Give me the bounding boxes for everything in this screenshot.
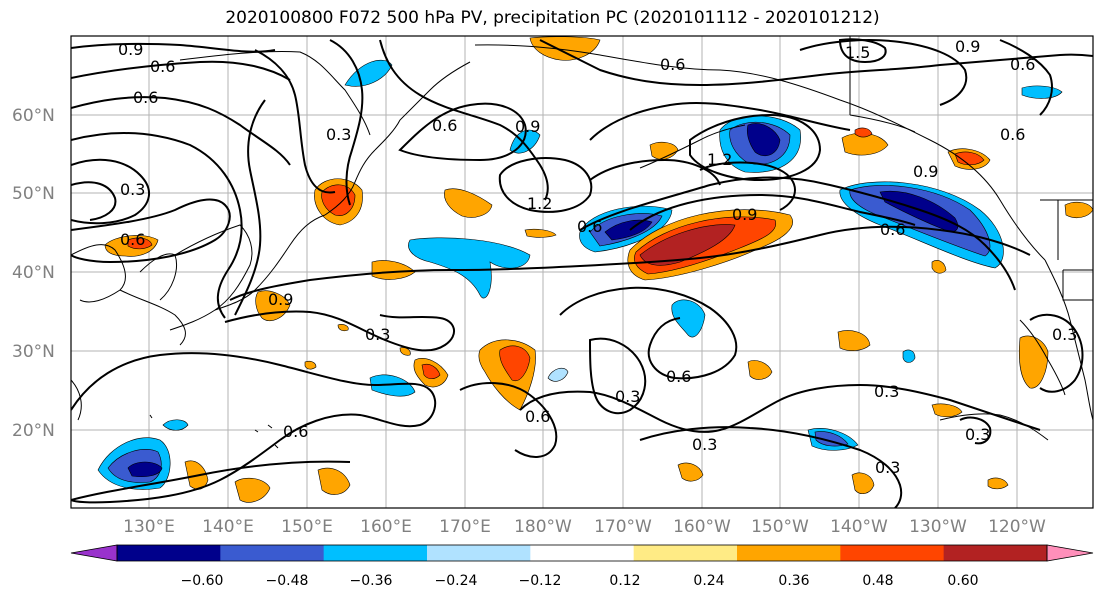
lon-tick-label: 140°W (830, 517, 888, 537)
colorbar-extend-max (1047, 545, 1093, 561)
colorbar-frame (116, 544, 1048, 562)
lon-tick-label: 170°W (594, 517, 652, 537)
colorbar-tick-label: −0.60 (181, 573, 224, 589)
contour-label: 0.9 (118, 40, 143, 59)
map-title: 2020100800 F072 500 hPa PV, precipitatio… (225, 8, 880, 28)
colorbar-segment (633, 545, 738, 561)
colorbar-segment (840, 545, 945, 561)
colorbar-segment (530, 545, 635, 561)
contour-label: 0.6 (666, 367, 691, 386)
colorbar-extend-min (71, 545, 117, 561)
colorbar-tick-label: 0.36 (778, 573, 809, 589)
lat-tick-label: 60°N (12, 106, 55, 126)
contour-label: 0.3 (326, 125, 351, 144)
lon-tick-label: 140°E (202, 517, 254, 537)
contour-label: 1.2 (527, 194, 552, 213)
lon-tick-label: 180°W (514, 517, 572, 537)
lat-axis: 60°N 50°N 40°N 30°N 20°N (12, 106, 55, 441)
contour-label: 0.9 (955, 37, 980, 56)
colorbar-segment (427, 545, 531, 561)
contour-label: 0.6 (1010, 55, 1035, 74)
coastlines (71, 36, 1093, 449)
contour-label: 1.2 (707, 150, 732, 169)
colorbar-tick-label: 0.60 (947, 573, 978, 589)
lon-tick-label: 130°W (909, 517, 967, 537)
contour-label: 0.9 (268, 290, 293, 309)
contour-label: 0.9 (913, 162, 938, 181)
colorbar-tick-label: −0.36 (350, 573, 393, 589)
contour-label: 0.9 (515, 117, 540, 136)
colorbar-tick-label: −0.48 (266, 573, 309, 589)
lon-tick-label: 150°E (281, 517, 333, 537)
contour-label: 0.3 (692, 435, 717, 454)
colorbar-tick-label: −0.12 (519, 573, 562, 589)
contour-label: 0.6 (283, 422, 308, 441)
map-frame (70, 35, 1094, 509)
colorbar-segment (943, 545, 1048, 561)
contour-label: 0.3 (875, 458, 900, 477)
contour-label: 0.3 (965, 425, 990, 444)
lon-tick-label: 150°W (751, 517, 809, 537)
contour-label: 0.6 (660, 55, 685, 74)
colorbar-segment (323, 545, 428, 561)
lon-tick-label: 170°E (439, 517, 491, 537)
contour-labels: 0.9 0.6 0.6 0.3 0.6 0.9 1.2 0.6 0.9 0.6 … (118, 37, 1077, 477)
contour-label: 1.5 (845, 43, 870, 62)
contour-label: 0.6 (577, 217, 602, 236)
lon-tick-label: 160°W (673, 517, 731, 537)
precip-shading (97, 36, 1093, 503)
contour-label: 0.6 (150, 57, 175, 76)
contour-label: 0.6 (525, 407, 550, 426)
contour-label: 0.6 (120, 230, 145, 249)
colorbar-tick-label: 0.24 (693, 573, 724, 589)
colorbar-tick-label: 0.48 (862, 573, 893, 589)
lat-tick-label: 40°N (12, 263, 55, 283)
lon-axis: 130°E 140°E 150°E 160°E 170°E 180°W 170°… (123, 517, 1046, 537)
lon-tick-label: 130°E (123, 517, 175, 537)
lon-tick-label: 160°E (360, 517, 412, 537)
contour-label: 0.9 (732, 205, 757, 224)
colorbar-segment (117, 545, 221, 561)
map-area: 0.9 0.6 0.6 0.3 0.6 0.9 1.2 0.6 0.9 0.6 … (71, 36, 1093, 508)
contour-label: 0.6 (880, 220, 905, 239)
colorbar-tick-label: −0.24 (435, 573, 478, 589)
contour-label: 0.6 (1000, 125, 1025, 144)
colorbar: −0.60 −0.48 −0.36 −0.24 −0.12 0.12 0.24 … (70, 544, 1094, 589)
contour-label: 0.3 (120, 180, 145, 199)
colorbar-tick-label: 0.12 (609, 573, 640, 589)
contour-label: 0.6 (133, 88, 158, 107)
contour-label: 0.6 (432, 116, 457, 135)
colorbar-segment (737, 545, 841, 561)
lon-tick-label: 120°W (988, 517, 1046, 537)
lat-tick-label: 30°N (12, 342, 55, 362)
colorbar-segment (220, 545, 325, 561)
pv-contours (71, 38, 1093, 508)
contour-label: 0.3 (1052, 325, 1077, 344)
lat-tick-label: 50°N (12, 184, 55, 204)
contour-label: 0.3 (615, 387, 640, 406)
lat-tick-label: 20°N (12, 421, 55, 441)
contour-label: 0.3 (365, 325, 390, 344)
contour-label: 0.3 (874, 382, 899, 401)
